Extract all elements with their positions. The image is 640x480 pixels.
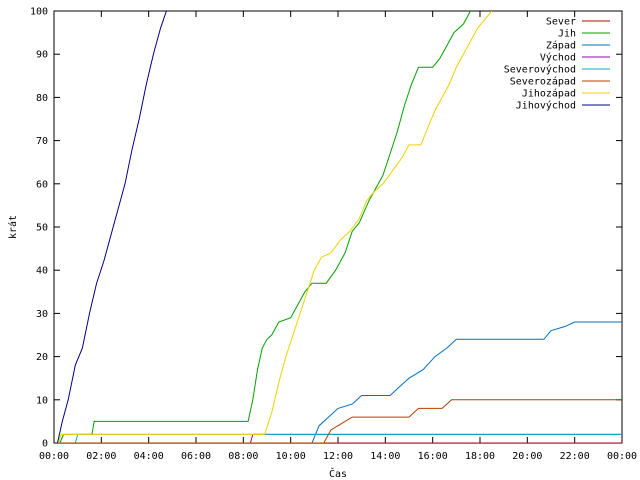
series-line-jih [54,11,471,443]
x-tick-label: 06:00 [181,451,211,462]
series-line-severovýchod [54,433,622,443]
y-tick-label: 30 [36,309,48,320]
x-tick-label: 04:00 [134,451,164,462]
x-tick-label: 16:00 [418,451,448,462]
legend-label: Jihozápad [522,88,576,100]
y-tick-label: 100 [30,7,48,18]
x-tick-label: 00:00 [39,451,69,462]
y-tick-label: 0 [42,439,48,450]
x-tick-label: 12:00 [323,451,353,462]
y-tick-label: 60 [36,179,48,190]
y-tick-label: 40 [36,266,48,277]
legend-label: Východ [540,52,576,64]
x-tick-label: 20:00 [512,451,542,462]
x-tick-label: 02:00 [86,451,116,462]
legend-label: Sever [546,17,576,28]
y-tick-label: 90 [36,50,48,61]
y-tick-label: 50 [36,223,48,234]
legend: SeverJihZápadVýchodSeverovýchodSeverozáp… [504,17,610,112]
legend-label: Jih [558,29,576,40]
x-tick-label: 08:00 [228,451,258,462]
x-axis: 00:00 02:00 04:00 06:00 08:00 10:00 12:00 14:00… [39,11,637,462]
series-line-jihovýchod [54,11,167,443]
x-tick-label: 00:00 [607,451,637,462]
x-tick-label: 22:00 [560,451,590,462]
series-group [54,11,622,443]
y-tick-label: 20 [36,352,48,363]
legend-label: Jihovýchod [516,100,576,112]
y-tick-label: 70 [36,136,48,147]
legend-label: Západ [546,40,576,52]
x-tick-label: 18:00 [465,451,495,462]
x-tick-label: 14:00 [370,451,400,462]
series-line-severozápad [54,399,622,443]
legend-label: Severozápad [510,76,576,88]
y-axis-label: krát [7,215,19,239]
x-axis-label: Čas [329,467,347,480]
y-tick-label: 10 [36,395,48,406]
series-line-jihozápad [54,11,493,443]
legend-label: Severovýchod [504,64,576,76]
series-line-západ [54,321,622,443]
x-tick-label: 10:00 [276,451,306,462]
y-tick-label: 80 [36,93,48,104]
